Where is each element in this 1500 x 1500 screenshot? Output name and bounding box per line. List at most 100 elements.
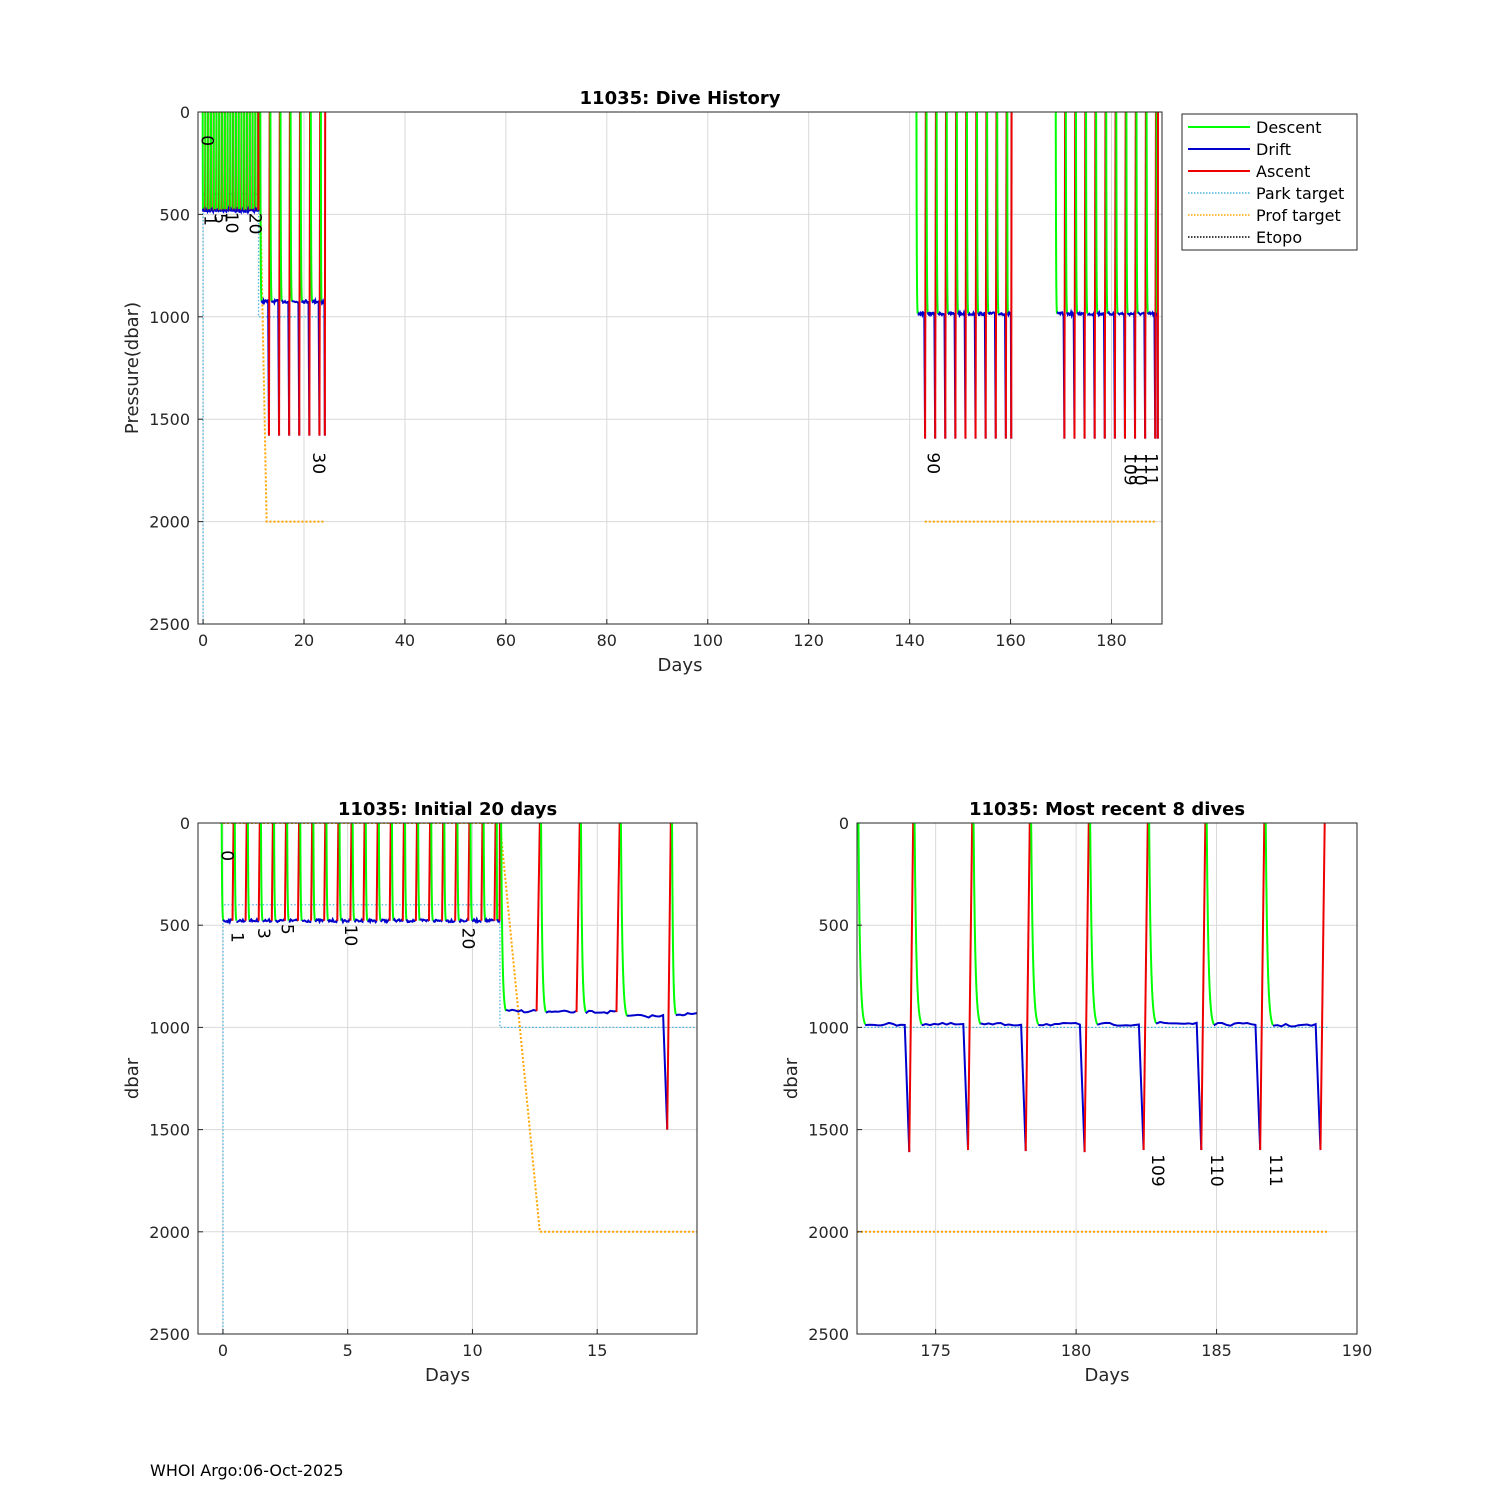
drift-trace	[274, 917, 286, 924]
drift-trace	[967, 310, 977, 439]
ascent-trace	[480, 823, 484, 921]
ascent-trace	[336, 823, 340, 921]
descent-trace	[259, 112, 263, 302]
plot-area	[198, 112, 1162, 624]
y-tick-label: 0	[180, 103, 190, 122]
descent-trace	[1145, 112, 1149, 314]
descent-trace	[857, 823, 867, 1025]
descent-trace	[1105, 112, 1109, 314]
drift-trace	[585, 1009, 617, 1015]
drift-trace	[314, 917, 325, 925]
y-axis-label: dbar	[122, 1057, 143, 1099]
descent-trace	[1115, 112, 1119, 314]
x-tick-label: 180	[1061, 1341, 1092, 1360]
descent-trace	[272, 823, 277, 921]
drift-trace	[1056, 311, 1066, 439]
descent-trace	[312, 823, 316, 921]
ascent-trace	[666, 823, 672, 1130]
x-tick-label: 100	[692, 631, 723, 650]
y-axis-label: dbar	[781, 1057, 802, 1099]
descent-trace	[377, 823, 382, 921]
y-tick-label: 2500	[808, 1325, 849, 1344]
descent-trace	[972, 823, 982, 1025]
legend-box	[1181, 113, 1358, 251]
y-tick-label: 2000	[149, 513, 190, 532]
profile-number-label: 90	[922, 452, 942, 474]
drift-trace	[327, 916, 339, 924]
ascent-trace	[615, 823, 621, 1013]
legend-entry-label: Ascent	[1256, 162, 1310, 181]
chart-title: 11035: Initial 20 days	[338, 799, 557, 820]
y-tick-label: 2500	[149, 1325, 190, 1344]
drift-trace	[1066, 308, 1076, 439]
drift-trace	[240, 206, 245, 214]
x-tick-label: 15	[587, 1341, 607, 1360]
ascent-trace	[310, 823, 314, 921]
drift-trace	[458, 917, 469, 924]
most-recent-dives-panel: 109 110 111 175 180 185 190 0 500 1000 1500 2000 250…	[781, 799, 1372, 1386]
drift-trace	[1272, 1022, 1322, 1151]
drift-trace	[921, 1021, 970, 1151]
drift-trace	[947, 311, 957, 439]
descent-trace	[915, 112, 919, 314]
descent-trace	[1095, 112, 1099, 314]
descent-trace	[1006, 112, 1009, 314]
drift-trace	[957, 309, 967, 439]
descent-trace	[482, 823, 487, 921]
descent-trace	[299, 823, 303, 921]
descent-trace	[965, 112, 970, 314]
profile-number-label: 10	[340, 925, 360, 947]
profile-number-label: 3	[253, 928, 273, 939]
y-tick-label: 1000	[808, 1018, 849, 1037]
descent-trace	[913, 823, 923, 1025]
y-tick-label: 1500	[149, 1121, 190, 1140]
profile-number-label: 109	[1120, 453, 1140, 485]
descent-trace	[495, 823, 499, 921]
descent-trace	[338, 823, 343, 921]
y-tick-label: 1500	[808, 1121, 849, 1140]
drift-trace	[505, 1008, 537, 1014]
drift-trace	[262, 917, 273, 924]
drift-trace	[1155, 1021, 1203, 1151]
drift-trace	[213, 208, 218, 212]
descent-trace	[1147, 823, 1157, 1024]
data-layer	[220, 823, 697, 1334]
descent-trace	[430, 823, 434, 921]
y-tick-label: 500	[159, 205, 190, 224]
ascent-trace	[375, 823, 379, 921]
footer-credit: WHOI Argo:06-Oct-2025	[150, 1461, 344, 1480]
drift-trace	[987, 311, 997, 439]
descent-trace	[469, 823, 474, 921]
drift-trace	[496, 919, 501, 923]
ascent-trace	[441, 823, 445, 921]
x-tick-label: 60	[496, 631, 516, 650]
drift-trace	[210, 206, 215, 216]
descent-trace	[279, 112, 283, 302]
y-tick-label: 2500	[149, 615, 190, 634]
descent-trace	[220, 823, 225, 921]
ascent-trace	[323, 823, 327, 921]
chart-title: 11035: Dive History	[580, 88, 781, 109]
drift-trace	[1117, 311, 1126, 439]
drift-trace	[937, 310, 947, 439]
drift-trace	[340, 918, 351, 925]
profile-number-label: 1	[200, 215, 220, 226]
ascent-trace	[1200, 823, 1207, 1151]
descent-trace	[319, 112, 323, 302]
x-tick-label: 185	[1201, 1341, 1232, 1360]
ascent-trace	[270, 823, 274, 921]
x-tick-label: 40	[395, 631, 415, 650]
descent-trace	[325, 823, 330, 921]
drift-trace	[392, 917, 404, 924]
drift-trace	[865, 1021, 911, 1153]
ascent-trace	[493, 823, 497, 921]
ascent-trace	[967, 823, 974, 1151]
drift-trace	[675, 1012, 697, 1017]
descent-trace	[351, 823, 356, 921]
legend-entry-label: Drift	[1256, 140, 1291, 159]
drift-trace	[301, 918, 312, 924]
ascent-trace	[257, 823, 261, 921]
drift-trace	[445, 917, 456, 924]
descent-trace	[289, 112, 293, 302]
